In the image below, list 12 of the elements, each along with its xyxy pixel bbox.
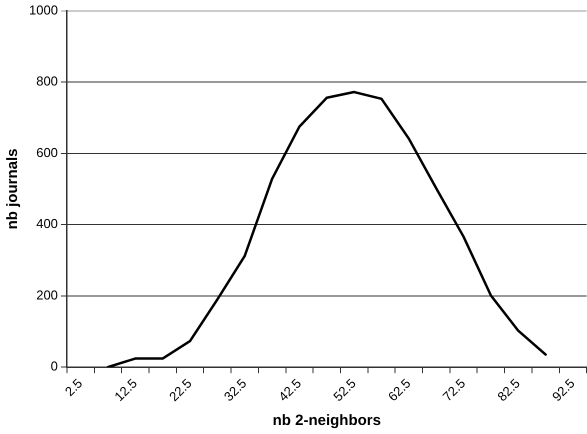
x-axis-title: nb 2-neighbors (272, 412, 381, 430)
y-tick-label: 800 (36, 74, 58, 89)
y-tick-label: 200 (36, 287, 58, 302)
y-tick-label: 1000 (29, 2, 58, 18)
y-tick-label: 0 (50, 358, 58, 374)
x-tick-label: 42.5 (276, 376, 304, 404)
x-tick-label: 72.5 (440, 376, 468, 404)
y-tick-label: 600 (36, 144, 58, 160)
x-tick-label: 62.5 (384, 376, 414, 404)
y-axis-title: nb journals (4, 148, 22, 230)
x-tick-label: 2.5 (62, 376, 86, 400)
y-tick-label: 400 (36, 216, 58, 232)
